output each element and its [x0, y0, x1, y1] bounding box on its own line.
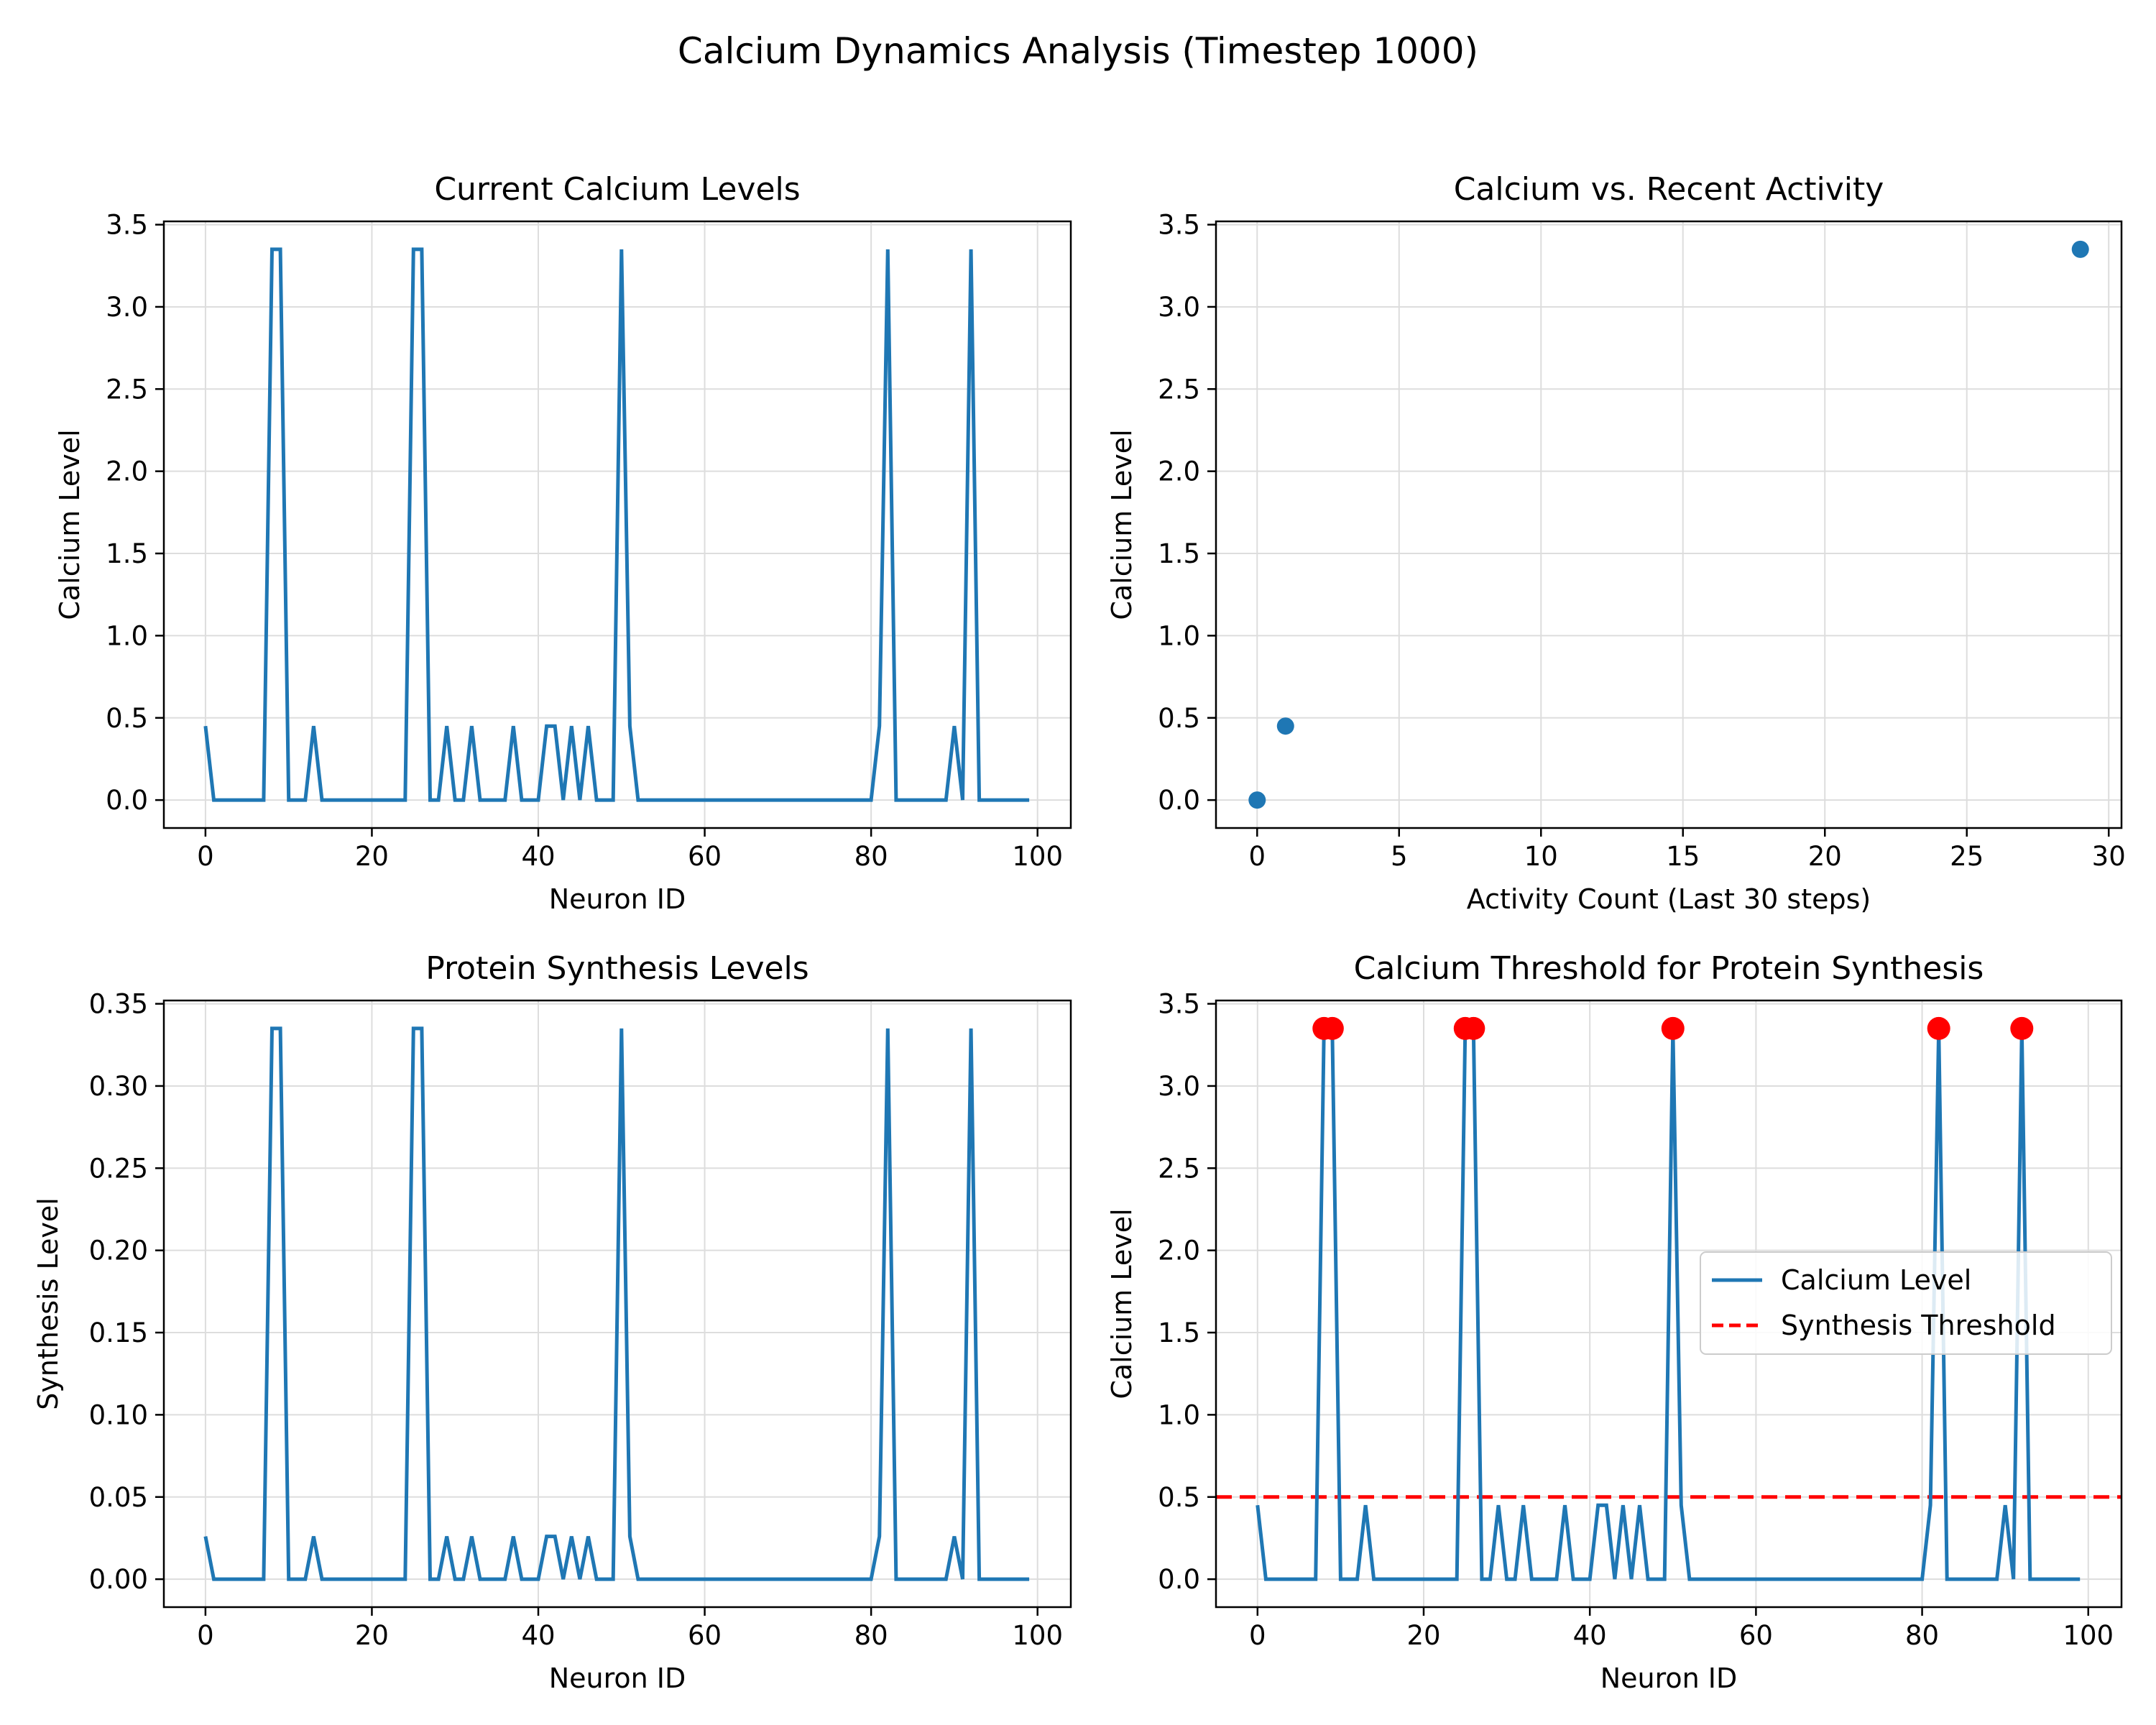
legend-label: Calcium Level: [1781, 1264, 1971, 1296]
x-tick-label: 60: [688, 1620, 722, 1651]
y-axis-label: Calcium Level: [1106, 429, 1138, 620]
y-tick-label: 2.0: [106, 456, 148, 487]
x-tick-label: 15: [1666, 841, 1700, 872]
axes-title: Calcium vs. Recent Activity: [1454, 171, 1884, 208]
y-tick-label: 0.15: [89, 1317, 148, 1348]
y-tick-label: 2.5: [106, 374, 148, 405]
protein-synthesis-panel: 0 20 40 60 80 100 0.00 0.05 0.10 0.15 0.20 0.25 0.30…: [32, 950, 1072, 1694]
axes-title: Current Calcium Levels: [434, 171, 800, 208]
x-tick-label: 0: [1249, 1620, 1266, 1651]
x-tick-label: 40: [1573, 1620, 1607, 1651]
x-tick-label: 0: [1248, 841, 1266, 872]
y-tick-label: 1.0: [106, 620, 148, 651]
y-axis-label: Calcium Level: [54, 429, 86, 620]
calcium-threshold-panel: 0 20 40 60 80 100 0.0 0.5 1.0 1.5 2.0 2.5 3.0 3.5 Calc…: [1106, 950, 2123, 1694]
y-tick-label: 3.5: [1158, 989, 1200, 1020]
scatter-point: [2071, 240, 2089, 258]
x-tick-label: 0: [197, 1620, 214, 1651]
axes-frame: [162, 220, 1072, 829]
x-tick-label: 40: [521, 841, 555, 872]
above-threshold-marker: [2010, 1016, 2034, 1040]
x-tick-label: 60: [688, 841, 722, 872]
series-line: [203, 1026, 1030, 1581]
chart-panels: 0 20 40 60 80 1000.00.51.01.52.02.53.03.5Curr…: [32, 171, 2126, 1694]
y-tick-label: 1.5: [1158, 1317, 1200, 1348]
above-threshold-marker: [1661, 1016, 1685, 1040]
y-tick-label: 0.5: [1158, 1482, 1200, 1513]
x-tick-label: 40: [521, 1620, 555, 1651]
y-tick-label: 1.0: [1158, 620, 1200, 651]
x-tick-label: 80: [854, 1620, 888, 1651]
axes-title: Protein Synthesis Levels: [425, 950, 808, 987]
legend-label: Synthesis Threshold: [1781, 1310, 2056, 1341]
calcium-vs-activity-panel: 0 5 10 15 20 25 30 0.0 0.5 1.0 1.5 2.0 2.5 3.0 3.5 Calc…: [1106, 171, 2126, 915]
axes-frame: [162, 999, 1072, 1609]
x-axis-label: Neuron ID: [1600, 1662, 1738, 1694]
y-tick-label: 1.5: [106, 538, 148, 569]
x-tick-label: 20: [355, 841, 389, 872]
y-tick-label: 2.5: [1158, 374, 1200, 405]
x-tick-label: 100: [1012, 841, 1063, 872]
y-tick-label: 1.5: [1158, 538, 1200, 569]
y-tick-label: 0.5: [1158, 703, 1200, 734]
y-tick-label: 0.30: [89, 1071, 148, 1102]
axes-frame: [1215, 220, 2123, 829]
y-axis-label: Calcium Level: [1106, 1208, 1138, 1399]
legend-box: [1700, 1251, 2112, 1355]
y-axis-label: Synthesis Level: [32, 1197, 64, 1410]
y-tick-label: 3.5: [106, 210, 148, 241]
x-tick-label: 25: [1950, 841, 1984, 872]
y-tick-label: 3.0: [1158, 292, 1200, 323]
y-tick-label: 0.25: [89, 1153, 148, 1184]
x-tick-label: 5: [1391, 841, 1408, 872]
above-threshold-marker: [1320, 1016, 1344, 1040]
y-tick-label: 0.35: [89, 989, 148, 1020]
x-tick-label: 20: [1808, 841, 1842, 872]
y-tick-label: 1.0: [1158, 1399, 1200, 1430]
x-axis-label: Neuron ID: [549, 883, 686, 915]
y-tick-label: 0.00: [89, 1564, 148, 1595]
y-tick-label: 0.0: [1158, 1564, 1200, 1595]
above-threshold-marker: [1927, 1016, 1950, 1040]
legend: Calcium Level Synthesis Threshold: [1700, 1251, 2112, 1355]
y-tick-label: 3.0: [106, 292, 148, 323]
axes-frame: [1215, 999, 2123, 1609]
above-threshold-marker: [1462, 1016, 1485, 1040]
y-tick-label: 0.05: [89, 1482, 148, 1513]
x-tick-label: 10: [1524, 841, 1558, 872]
y-tick-label: 2.5: [1158, 1153, 1200, 1184]
scatter-point: [1248, 791, 1266, 809]
x-tick-label: 80: [854, 841, 888, 872]
y-tick-label: 0.20: [89, 1236, 148, 1266]
figure-suptitle: Calcium Dynamics Analysis (Timestep 1000…: [678, 30, 1478, 72]
y-tick-label: 0.5: [106, 703, 148, 734]
y-tick-label: 0.10: [89, 1399, 148, 1430]
axes-title: Calcium Threshold for Protein Synthesis: [1354, 950, 1984, 987]
current-calcium-panel: 0 20 40 60 80 100 0.0 0.5 1.0 1.5 2.0 2.5 3.0 3.5 Curr…: [54, 171, 1072, 915]
y-tick-label: 0.0: [1158, 785, 1200, 816]
x-axis-label: Neuron ID: [549, 1662, 686, 1694]
x-tick-label: 20: [1406, 1620, 1440, 1651]
x-tick-label: 20: [355, 1620, 389, 1651]
scatter-point: [1276, 717, 1294, 735]
y-tick-label: 2.0: [1158, 456, 1200, 487]
x-axis-label: Activity Count (Last 30 steps): [1467, 883, 1871, 915]
y-tick-label: 2.0: [1158, 1236, 1200, 1266]
y-tick-label: 3.0: [1158, 1071, 1200, 1102]
y-tick-label: 3.5: [1158, 210, 1200, 241]
x-tick-label: 60: [1739, 1620, 1773, 1651]
x-tick-label: 100: [1012, 1620, 1063, 1651]
x-tick-label: 100: [2063, 1620, 2114, 1651]
series-line: [203, 247, 1030, 802]
x-tick-label: 30: [2092, 841, 2126, 872]
x-tick-label: 80: [1905, 1620, 1939, 1651]
x-tick-label: 0: [197, 841, 214, 872]
y-tick-label: 0.0: [106, 785, 148, 816]
